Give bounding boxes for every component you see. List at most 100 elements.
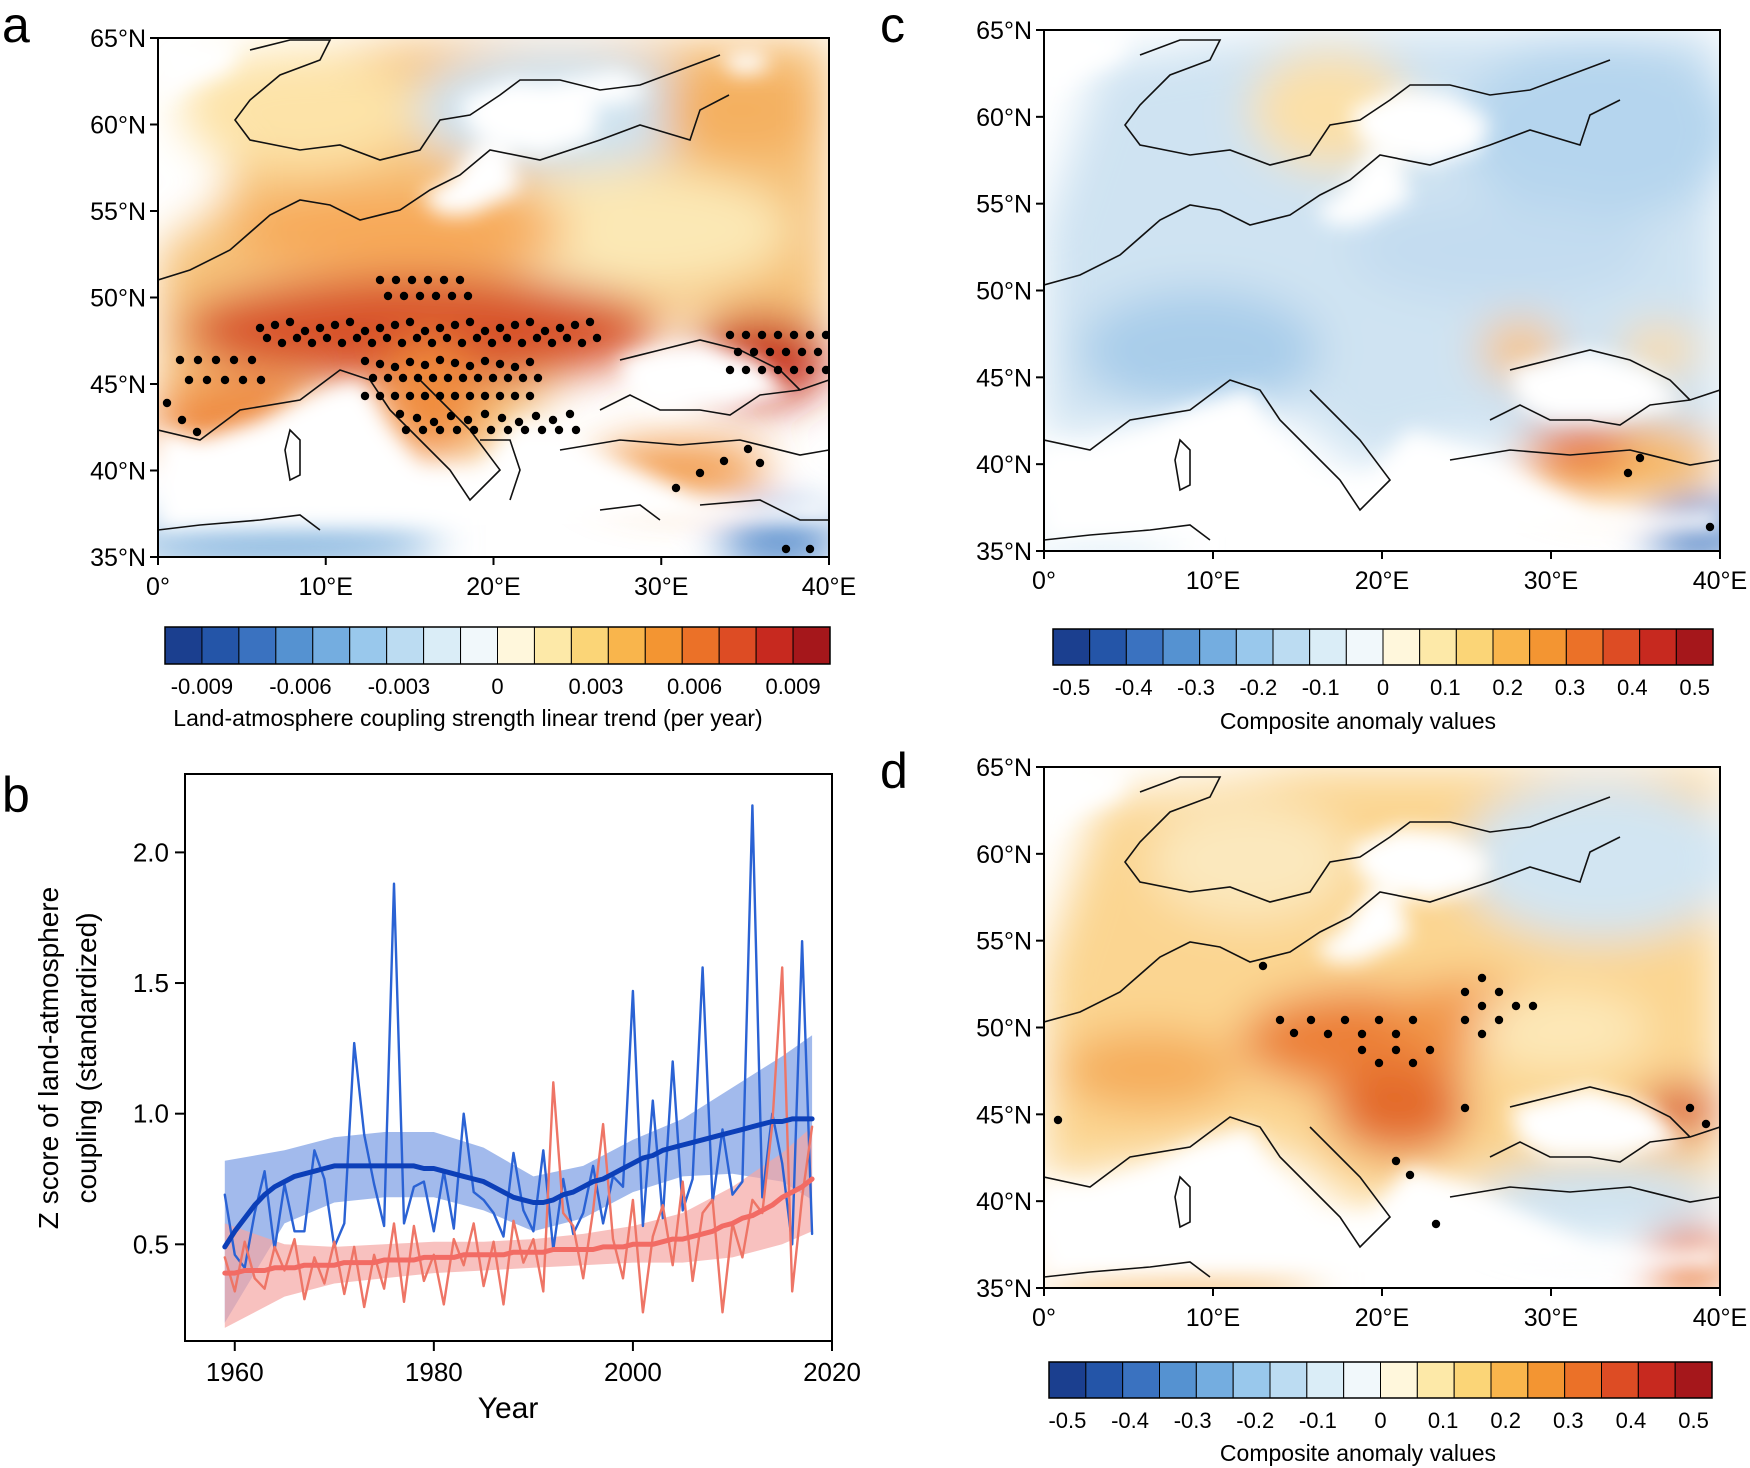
stipple-dot [375,323,385,333]
stipple-dot [1425,1045,1435,1055]
stipple-dot [1340,1015,1350,1025]
colorbar-tick-label: 0.4 [1616,1408,1647,1433]
stipple-dot [443,373,453,383]
x-tick-label: 2000 [604,1357,662,1387]
red-confidence-band [224,1126,813,1328]
lat-tick-label: 60°N [976,841,1032,869]
stipple-dot [360,356,370,366]
stipple-dot [741,330,751,340]
stipple-dot [537,425,547,435]
stipple-dot [255,323,265,333]
colorbar-tick-label: -0.2 [1236,1408,1274,1433]
x-axis-label-b: Year [478,1392,539,1425]
colorbar-tick-label: 0.006 [667,674,722,699]
stipple-dot [781,347,791,357]
stipple-dot [510,320,520,330]
stipple-dot [1635,453,1645,463]
stipple-dot [256,375,266,385]
stipple-dot [510,362,520,372]
colorbar-tick-label: 0.5 [1679,675,1710,700]
colorbar-cell [1122,1361,1160,1399]
stipple-dot [525,357,535,367]
stipple-dot [514,417,524,427]
stipple-dot [457,338,467,348]
colorbar-tick-label: 0.1 [1430,675,1461,700]
colorbar-cell [1674,1361,1713,1399]
stipple-dot [725,330,735,340]
stipple-dot [1374,1015,1384,1025]
y-tick-label: 0.5 [133,1229,169,1259]
stipple-dot [300,326,310,336]
lat-tick-label: 45°N [976,364,1032,392]
stipple-dot [397,338,407,348]
stipple-dot [813,347,823,357]
stipple-dot [390,320,400,330]
stipple-dot [435,425,445,435]
stipple-dot [390,391,400,401]
stipple-dot [383,291,393,301]
lat-tick-label: 45°N [976,1101,1032,1129]
stipple-dot [548,415,558,425]
stipple-dot [502,333,512,343]
colorbar-cell [570,626,609,665]
colorbar-label-c: Composite anomaly values [1220,708,1496,734]
stipple-dot [1391,1045,1401,1055]
lat-axis-c: 65°N 60°N 55°N 50°N 45°N 40°N 35°N [976,17,1044,566]
colorbar-cell [1529,628,1567,666]
stipple-dot [1405,1170,1415,1180]
lat-axis-d: 65°N 60°N 55°N 50°N 45°N 40°N 35°N [976,754,1044,1303]
colorbar-tick-label: 0.2 [1490,1408,1521,1433]
colorbar-tick-label: -0.3 [1174,1408,1212,1433]
lon-axis-c: 0° 10°E 20°E 30°E 40°E [1032,551,1747,595]
stipple-dot [525,317,535,327]
stipple-dot [547,338,557,348]
colorbar-tick-label: -0.2 [1239,675,1277,700]
stipple-dot [420,360,430,370]
stipple-dot [418,425,428,435]
stipple-dot [211,355,221,365]
stipple-dot [399,291,409,301]
lat-tick-label: 35°N [90,544,146,572]
colorbar-tick-label: 0.2 [1492,675,1523,700]
stipple-dot [193,355,203,365]
stipple-dot [352,333,362,343]
stipple-dot [503,425,513,435]
stipple-dot [570,320,580,330]
stipple-dot [1289,1028,1299,1038]
stipple-dot [192,427,202,437]
stipple-dot [202,375,212,385]
stipple-dot [262,333,272,343]
stipple-dot [360,326,370,336]
stipple-dot [315,323,325,333]
colorbar-tick-label: -0.006 [269,674,331,699]
x-tick-label: 1960 [206,1357,264,1387]
stipple-dot [435,355,445,365]
stipple-dot [447,291,457,301]
stipple-dot [452,425,462,435]
x-tick-label: 2020 [803,1357,861,1387]
lon-tick-label: 30°E [634,573,688,601]
colorbar-tick-label: -0.4 [1115,675,1153,700]
blue-annual-series [223,804,814,1270]
stipple-dot [391,275,401,285]
stipple-dot [220,375,230,385]
stipple-dot [307,338,317,348]
stipple-dot [518,373,528,383]
colorbar-cell [1235,628,1274,666]
lat-tick-label: 35°N [976,538,1032,566]
stipple-dot [495,391,505,401]
stipple-dot [395,409,405,419]
colorbar-cell [1527,1361,1566,1399]
stipple-dot [1053,1115,1063,1125]
stipple-dot [367,338,377,348]
colorbar-cell [1565,628,1604,666]
lat-tick-label: 50°N [90,285,146,313]
panel-letter-b: b [2,767,30,823]
stipple-dot [486,425,496,435]
stipple-dot [330,320,340,330]
panel-letter-a: a [2,0,30,53]
stipple-dot [510,391,520,401]
stipple-dot [247,355,257,365]
colorbar-cell [423,626,462,665]
